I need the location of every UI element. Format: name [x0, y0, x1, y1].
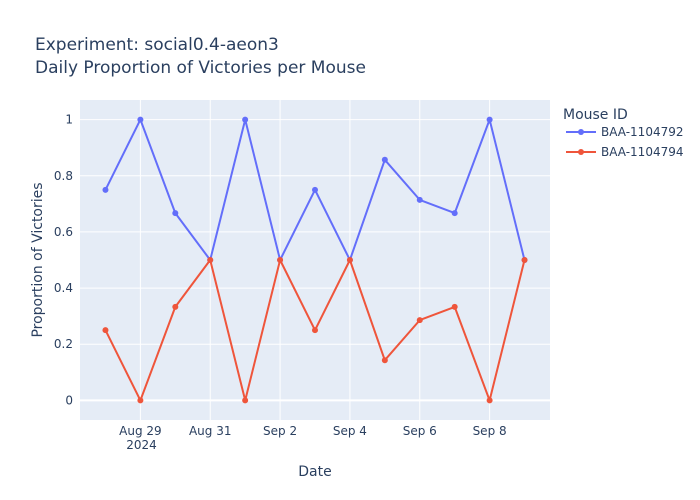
data-point: [416, 196, 423, 203]
x-axis-title: Date: [298, 464, 331, 480]
series-layer: [102, 116, 528, 404]
data-point: [381, 357, 388, 364]
tick-labels: 0 0.2 0.4 0.6 0.8 1 Aug 29 Aug 31 Sep 2 Sep 4 Sep …: [54, 113, 507, 438]
x-tick-label: Aug 29: [119, 424, 162, 438]
data-point: [242, 397, 249, 404]
data-point: [102, 327, 109, 334]
x-year-label: 2024: [126, 438, 157, 452]
data-point: [486, 397, 493, 404]
data-point: [521, 257, 528, 263]
data-point: [451, 210, 458, 217]
legend-label: BAA-1104794: [601, 145, 684, 159]
legend-item-series-1[interactable]: BAA-1104792: [566, 125, 684, 139]
data-point: [346, 257, 353, 263]
x-tick-label: Sep 4: [333, 424, 367, 438]
x-tick-label: Sep 8: [473, 424, 507, 438]
y-tick-label: 0: [65, 393, 73, 407]
data-point: [137, 116, 144, 123]
data-point: [451, 303, 458, 310]
y-tick-label: 0.6: [54, 225, 73, 239]
chart-title-line2: Daily Proportion of Victories per Mouse: [35, 58, 366, 78]
x-tick-label: Aug 31: [189, 424, 232, 438]
y-tick-label: 0.2: [54, 337, 73, 351]
data-point: [172, 210, 179, 217]
data-point: [381, 156, 388, 163]
data-point: [137, 397, 144, 404]
series-2: [102, 257, 528, 404]
legend-title: Mouse ID: [563, 107, 628, 123]
legend-swatch-marker: [578, 129, 584, 135]
data-point: [207, 257, 214, 263]
data-point: [312, 327, 318, 334]
chart-title-line1: Experiment: social0.4-aeon3: [35, 35, 279, 55]
data-point: [486, 116, 493, 123]
y-tick-label: 0.4: [54, 281, 73, 295]
legend: Mouse ID BAA-1104792 BAA-1104794: [563, 107, 684, 159]
y-tick-label: 1: [65, 113, 73, 127]
y-tick-label: 0.8: [54, 169, 73, 183]
y-axis-title: Proportion of Victories: [30, 182, 46, 337]
legend-swatch-marker: [578, 149, 584, 155]
x-tick-label: Sep 6: [403, 424, 437, 438]
legend-label: BAA-1104792: [601, 125, 684, 139]
data-point: [277, 257, 284, 263]
x-tick-label: Sep 2: [263, 424, 297, 438]
legend-item-series-2[interactable]: BAA-1104794: [566, 145, 684, 159]
data-point: [416, 317, 423, 324]
data-point: [102, 186, 109, 193]
plot-area: [80, 100, 550, 420]
data-point: [312, 186, 318, 193]
data-point: [172, 303, 179, 310]
data-point: [242, 116, 249, 123]
